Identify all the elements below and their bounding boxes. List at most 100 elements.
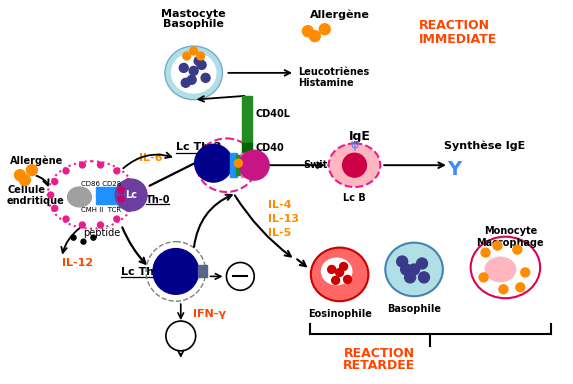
Text: Lc: Lc bbox=[125, 190, 137, 200]
Text: peptide: peptide bbox=[84, 228, 121, 238]
Bar bbox=[117, 185, 122, 207]
Circle shape bbox=[80, 162, 85, 168]
Circle shape bbox=[516, 283, 525, 292]
Bar bbox=[241, 153, 248, 177]
Text: REACTION: REACTION bbox=[419, 19, 490, 32]
Bar bbox=[242, 143, 252, 173]
Text: IMMEDIATE: IMMEDIATE bbox=[419, 33, 497, 46]
Circle shape bbox=[19, 175, 30, 185]
Text: CD40: CD40 bbox=[255, 143, 284, 153]
Text: Macrophage: Macrophage bbox=[477, 238, 544, 248]
Text: RETARDEE: RETARDEE bbox=[343, 359, 415, 372]
Circle shape bbox=[125, 205, 131, 211]
Circle shape bbox=[189, 66, 198, 75]
Text: ψ: ψ bbox=[350, 138, 359, 151]
Text: IgE: IgE bbox=[348, 131, 370, 144]
Bar bbox=[198, 265, 207, 277]
Text: CD40L: CD40L bbox=[255, 109, 291, 119]
Text: IL-5: IL-5 bbox=[268, 228, 292, 238]
Circle shape bbox=[340, 263, 348, 270]
Circle shape bbox=[80, 222, 85, 228]
Circle shape bbox=[153, 248, 199, 294]
Circle shape bbox=[328, 265, 336, 273]
Circle shape bbox=[405, 272, 415, 283]
Circle shape bbox=[118, 187, 124, 193]
Text: IL-6: IL-6 bbox=[139, 153, 163, 163]
Text: endritique: endritique bbox=[7, 196, 65, 206]
Text: IL-13: IL-13 bbox=[268, 214, 299, 224]
Text: Y: Y bbox=[447, 160, 461, 179]
Ellipse shape bbox=[385, 243, 443, 296]
Circle shape bbox=[195, 144, 233, 182]
Circle shape bbox=[52, 179, 58, 185]
Ellipse shape bbox=[321, 258, 352, 285]
Text: IL-12: IL-12 bbox=[62, 258, 93, 268]
Circle shape bbox=[91, 235, 96, 240]
Text: Allergène: Allergène bbox=[10, 155, 63, 166]
Circle shape bbox=[309, 31, 320, 41]
Circle shape bbox=[187, 75, 196, 84]
Circle shape bbox=[303, 26, 313, 36]
Circle shape bbox=[344, 275, 351, 283]
Circle shape bbox=[197, 60, 206, 70]
Circle shape bbox=[97, 222, 104, 228]
Circle shape bbox=[183, 52, 191, 60]
Bar bbox=[230, 153, 237, 177]
Bar bbox=[242, 96, 252, 143]
Circle shape bbox=[63, 216, 69, 222]
Text: Switch: Switch bbox=[303, 160, 340, 170]
Circle shape bbox=[26, 165, 37, 175]
Circle shape bbox=[336, 268, 344, 276]
Text: Lc Th-2: Lc Th-2 bbox=[176, 142, 221, 152]
Circle shape bbox=[493, 241, 502, 250]
Ellipse shape bbox=[165, 46, 222, 100]
Circle shape bbox=[409, 264, 419, 275]
Text: Allergène: Allergène bbox=[310, 9, 370, 20]
Ellipse shape bbox=[329, 143, 380, 187]
Circle shape bbox=[71, 235, 76, 240]
Circle shape bbox=[114, 216, 120, 222]
Ellipse shape bbox=[171, 52, 217, 94]
Circle shape bbox=[48, 192, 54, 198]
Text: IL-4: IL-4 bbox=[268, 200, 292, 210]
Circle shape bbox=[197, 52, 205, 60]
Text: CMH II  TCR: CMH II TCR bbox=[81, 207, 121, 213]
Circle shape bbox=[181, 78, 190, 87]
Text: IFN-γ: IFN-γ bbox=[193, 309, 226, 319]
Circle shape bbox=[190, 47, 198, 55]
Circle shape bbox=[332, 276, 340, 284]
Ellipse shape bbox=[68, 187, 92, 207]
Bar bbox=[96, 187, 118, 192]
Circle shape bbox=[118, 196, 124, 202]
Text: Basophile: Basophile bbox=[163, 19, 224, 29]
Text: Leucotriènes: Leucotriènes bbox=[298, 67, 369, 77]
Text: Cellule: Cellule bbox=[7, 185, 45, 195]
Circle shape bbox=[481, 248, 490, 257]
Circle shape bbox=[115, 179, 147, 211]
Bar bbox=[96, 193, 118, 198]
Circle shape bbox=[194, 56, 203, 65]
Circle shape bbox=[63, 168, 69, 174]
Text: CD86 CD28: CD86 CD28 bbox=[81, 181, 121, 187]
Circle shape bbox=[417, 258, 427, 269]
Text: Lc B: Lc B bbox=[343, 193, 366, 203]
Text: Histamine: Histamine bbox=[298, 78, 354, 88]
Bar bbox=[96, 199, 118, 204]
Text: Basophile: Basophile bbox=[387, 304, 441, 314]
Text: Lc Th-1: Lc Th-1 bbox=[121, 267, 167, 278]
Text: Synthèse IgE: Synthèse IgE bbox=[444, 141, 525, 151]
Circle shape bbox=[401, 264, 411, 275]
Circle shape bbox=[201, 73, 210, 82]
Circle shape bbox=[499, 285, 508, 294]
Circle shape bbox=[234, 159, 242, 167]
Text: Mastocyte: Mastocyte bbox=[162, 9, 226, 19]
Circle shape bbox=[418, 272, 429, 283]
Circle shape bbox=[52, 205, 58, 211]
Circle shape bbox=[479, 273, 488, 282]
Circle shape bbox=[14, 170, 25, 180]
Ellipse shape bbox=[48, 161, 135, 229]
Text: Monocyte: Monocyte bbox=[484, 226, 537, 236]
Circle shape bbox=[240, 150, 269, 180]
Circle shape bbox=[397, 256, 407, 267]
Circle shape bbox=[513, 245, 522, 254]
